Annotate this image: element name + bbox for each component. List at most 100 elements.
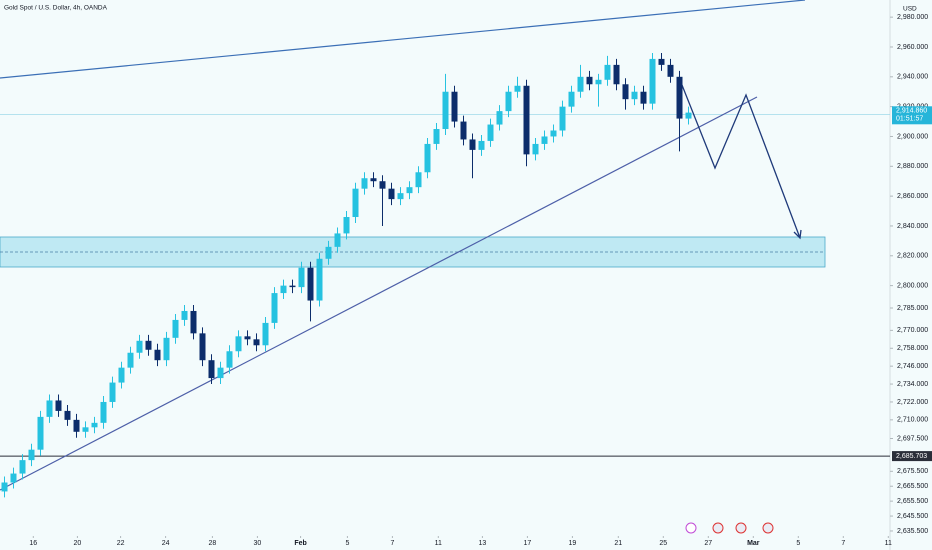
- y-tick-label: 2,960.000: [897, 44, 928, 51]
- candle-body: [235, 336, 242, 352]
- countdown-label: 01:51:57: [896, 116, 923, 123]
- y-tick-label: 2,746.000: [897, 363, 928, 370]
- x-tick-label: 27: [704, 540, 712, 547]
- candle-body: [226, 351, 233, 368]
- projection-arrowhead: [793, 229, 802, 240]
- y-tick-label: 2,697.500: [897, 435, 928, 442]
- candle-body: [244, 336, 251, 340]
- x-tick-label: 11: [885, 540, 892, 547]
- candle-body: [46, 400, 53, 417]
- x-tick-label: 5: [345, 540, 349, 547]
- x-tick-label: 16: [29, 540, 37, 547]
- candle-body: [55, 400, 62, 411]
- candle-body: [568, 91, 575, 107]
- candle-body: [343, 217, 350, 234]
- candle-body: [280, 285, 287, 294]
- candle-body: [352, 188, 359, 218]
- candle-body: [289, 285, 296, 288]
- candle-body: [667, 64, 674, 77]
- candle-body: [658, 58, 665, 65]
- x-tick-label: 13: [479, 540, 487, 547]
- event-icon: [712, 522, 724, 534]
- candle-body: [388, 188, 395, 200]
- candle-body: [334, 233, 341, 247]
- candle-body: [442, 91, 449, 130]
- event-icon: [762, 522, 774, 534]
- candle-body: [631, 91, 638, 100]
- event-icon: [735, 522, 747, 534]
- candle-body: [361, 178, 368, 189]
- candle-body: [10, 473, 17, 483]
- candle-body: [154, 349, 161, 361]
- candle-body: [181, 310, 188, 320]
- x-tick-label: 7: [390, 540, 394, 547]
- candle-body: [613, 64, 620, 85]
- candle-body: [28, 449, 35, 461]
- price-line-label: 2,685.703: [896, 453, 927, 460]
- candle-body: [559, 106, 566, 131]
- candle-body: [190, 310, 197, 334]
- x-tick-label: 11: [435, 540, 442, 547]
- candle-body: [199, 333, 206, 361]
- candle-body: [595, 79, 602, 85]
- candle-body: [577, 76, 584, 92]
- candle-body: [64, 410, 71, 420]
- candle-body: [451, 91, 458, 122]
- candle-body: [640, 91, 647, 104]
- y-tick-label: 2,840.000: [897, 223, 928, 230]
- candle-body: [604, 64, 611, 80]
- current-price-label: 2,914.860: [896, 108, 927, 115]
- x-tick-label: Feb: [294, 540, 306, 547]
- candle-body: [406, 187, 413, 194]
- candle-body: [487, 124, 494, 141]
- y-tick-label: 2,675.500: [897, 468, 928, 475]
- candle-body: [118, 367, 125, 383]
- candle-body: [109, 382, 116, 402]
- lower-trendline: [0, 96, 758, 491]
- candle-body: [586, 76, 593, 85]
- event-icon: [685, 522, 697, 534]
- candle-body: [550, 130, 557, 137]
- y-tick-label: 2,758.000: [897, 345, 928, 352]
- x-tick-label: 20: [74, 540, 82, 547]
- drawings: [0, 0, 826, 491]
- candle-body: [496, 111, 503, 125]
- y-tick-label: 2,665.500: [897, 483, 928, 490]
- y-tick-label: 2,645.500: [897, 513, 928, 520]
- y-tick-label: 2,900.000: [897, 133, 928, 140]
- candle-body: [397, 193, 404, 200]
- y-tick-label: 2,940.000: [897, 74, 928, 81]
- candle-body: [271, 293, 278, 323]
- candle-body: [514, 85, 521, 92]
- candle-body: [676, 76, 683, 119]
- candle-body: [307, 267, 314, 301]
- y-tick-label: 2,635.500: [897, 528, 928, 535]
- candle-body: [1, 482, 8, 492]
- y-tick-label: 2,770.000: [897, 327, 928, 334]
- x-tick-label: 17: [524, 540, 532, 547]
- candle-body: [82, 427, 89, 432]
- candle-body: [532, 143, 539, 155]
- y-tick-label: 2,785.000: [897, 305, 928, 312]
- candle-body: [370, 178, 377, 182]
- candle-body: [415, 172, 422, 188]
- upper-trendline: [0, 0, 806, 79]
- price-line-box: [892, 451, 932, 462]
- candle-body: [505, 91, 512, 112]
- candle-body: [163, 337, 170, 361]
- candle-body: [73, 419, 80, 432]
- candle-body: [136, 340, 143, 353]
- event-icons: [685, 522, 774, 534]
- x-tick-label: 30: [254, 540, 262, 547]
- x-tick-label: Mar: [747, 540, 760, 547]
- projection-path: [679, 79, 801, 239]
- candle-body: [37, 416, 44, 450]
- candle-body: [649, 58, 656, 104]
- x-tick-label: 21: [614, 540, 622, 547]
- candle-body: [262, 322, 269, 346]
- candle-body: [19, 460, 26, 474]
- candle-body: [208, 360, 215, 379]
